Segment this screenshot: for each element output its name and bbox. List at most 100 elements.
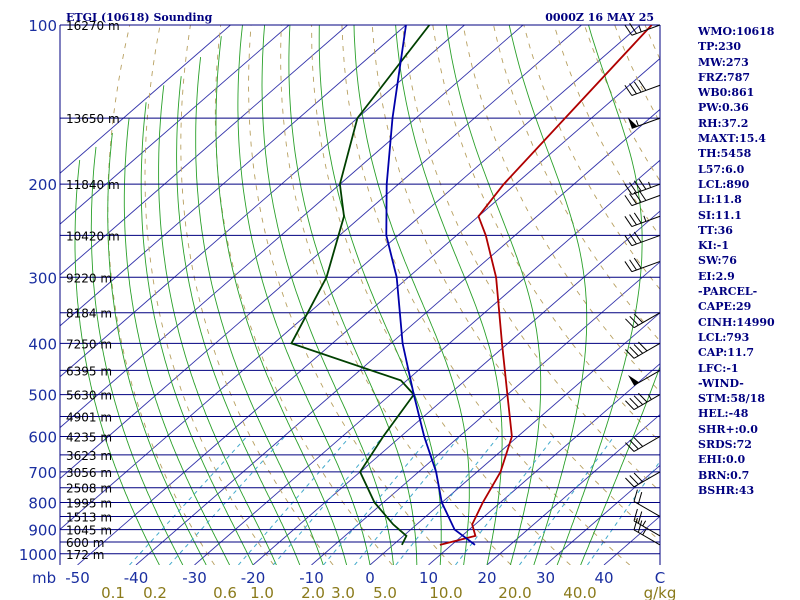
wind-barb-flag xyxy=(633,517,638,531)
index-item: SW:76 xyxy=(698,254,737,268)
pressure-tick-label: 400 xyxy=(28,335,57,353)
isotherm-line xyxy=(60,25,348,276)
pressure-tick-label: 300 xyxy=(28,269,57,287)
isotherm-line xyxy=(428,363,660,565)
mixing-ratio-tick-label: 0.2 xyxy=(143,584,167,600)
index-item: -WIND- xyxy=(698,376,744,390)
wind-barb xyxy=(624,178,661,195)
index-item: HEL:-48 xyxy=(698,407,749,421)
wind-barb-flag xyxy=(624,261,633,272)
wind-barb-flag xyxy=(625,400,635,410)
wind-barb-flag xyxy=(633,81,642,93)
wind-barb-flag xyxy=(629,214,637,226)
wind-barb-half-flag xyxy=(642,520,647,527)
mixing-ratio-line xyxy=(587,460,660,565)
moist-adiabat-line xyxy=(158,85,277,565)
moist-adiabat-line xyxy=(580,365,660,565)
height-label: 3623 m xyxy=(66,449,112,463)
index-item: LCL:793 xyxy=(698,330,750,344)
pressure-tick-label: 800 xyxy=(28,495,57,513)
moist-adiabat-line xyxy=(318,25,442,565)
isotherm-line xyxy=(60,25,231,174)
wind-barb xyxy=(624,231,661,247)
height-label: 1995 m xyxy=(66,497,112,511)
index-item: PW:0.36 xyxy=(698,101,749,115)
temperature-tick-label: 40 xyxy=(594,569,613,587)
wind-barb-flag xyxy=(624,183,633,195)
isotherm-line xyxy=(252,210,660,565)
pressure-tick-label: 600 xyxy=(28,429,57,447)
mixing-ratio-tick-label: 0.6 xyxy=(213,584,237,600)
wind-barb xyxy=(625,471,661,488)
wind-barb xyxy=(624,257,661,273)
wind-barb-half-flag xyxy=(642,529,647,536)
wind-barb xyxy=(628,369,661,386)
height-label: 6395 m xyxy=(66,364,112,378)
pressure-tick-label: 700 xyxy=(28,464,57,482)
index-item: KI:-1 xyxy=(698,239,729,253)
index-item: CAPE:29 xyxy=(698,300,752,314)
wind-barb xyxy=(625,341,661,359)
mixing-ratio-tick-label: 20.0 xyxy=(498,584,531,600)
dry-adiabat-line xyxy=(280,25,512,565)
height-label: 600 m xyxy=(66,536,104,550)
index-item: MAXT:15.4 xyxy=(698,132,766,146)
index-item: MW:273 xyxy=(698,55,749,69)
height-label: 4235 m xyxy=(66,431,112,445)
isotherm-line xyxy=(135,108,660,565)
moist-adiabat-line xyxy=(353,25,470,565)
dry-adiabat-line xyxy=(341,25,630,565)
wind-barb-flag xyxy=(624,24,633,36)
wind-barb-pennant xyxy=(627,117,638,129)
index-item: EI:2.9 xyxy=(698,269,735,283)
isobar-lines xyxy=(59,24,661,565)
time-title: 0000Z 16 MAY 25 xyxy=(545,11,654,24)
temperature-tick-label: -10 xyxy=(299,569,324,587)
pressure-tick-label: 500 xyxy=(28,387,57,405)
wind-barb-flag xyxy=(633,231,642,243)
mixing-ratio-line xyxy=(129,436,248,565)
wind-barb-flag xyxy=(629,83,637,95)
mixing-ratio-line xyxy=(519,436,615,565)
index-item: WB0:861 xyxy=(698,86,755,100)
wind-barb-flag xyxy=(638,189,647,201)
index-item: SRDS:72 xyxy=(698,438,752,452)
height-label: 4901 m xyxy=(66,411,112,425)
isotherm-line xyxy=(545,464,660,565)
height-label: 13650 m xyxy=(66,112,120,126)
wind-barb-flag xyxy=(633,395,644,405)
height-label: 1513 m xyxy=(66,511,112,525)
index-item: CINH:14990 xyxy=(698,315,775,329)
wind-barb-flag xyxy=(624,216,633,227)
mixing-ratio-line xyxy=(323,436,431,565)
wind-barb-flag xyxy=(624,195,633,206)
height-label: 8184 m xyxy=(66,307,112,321)
isotherm-line xyxy=(77,57,660,565)
temperature-tick-label: 20 xyxy=(477,569,496,587)
index-item: SHR+:0.0 xyxy=(698,422,758,436)
wind-barb-flag xyxy=(625,349,635,359)
index-item: FRZ:787 xyxy=(698,70,751,84)
wind-barb xyxy=(624,189,661,207)
stability-indices-panel: WMO:10618 TP:230 MW:273 FRZ:787 WB0:861 PW:0.… xyxy=(698,24,798,498)
wind-barb-flag xyxy=(633,212,642,224)
wind-barb xyxy=(625,392,661,411)
height-label: 2508 m xyxy=(66,482,112,496)
index-item: TT:36 xyxy=(698,223,733,237)
isotherm-line xyxy=(60,25,465,378)
height-label: 7250 m xyxy=(66,337,112,351)
wind-barb-flag xyxy=(629,182,637,194)
wind-barb-flag xyxy=(633,257,642,269)
moist-adiabat-line xyxy=(176,76,301,565)
moist-adiabat-line xyxy=(90,146,184,565)
temperature-tick-label: -50 xyxy=(65,569,90,587)
isotherm-line xyxy=(60,25,290,225)
mixing-ratio-unit-label: g/kg xyxy=(644,584,677,600)
wind-barb-flag xyxy=(633,180,642,192)
height-label: 172 m xyxy=(66,548,104,562)
parcel-profile-line xyxy=(385,25,476,546)
height-label: 1045 m xyxy=(66,524,112,538)
index-item: LFC:-1 xyxy=(698,361,739,375)
